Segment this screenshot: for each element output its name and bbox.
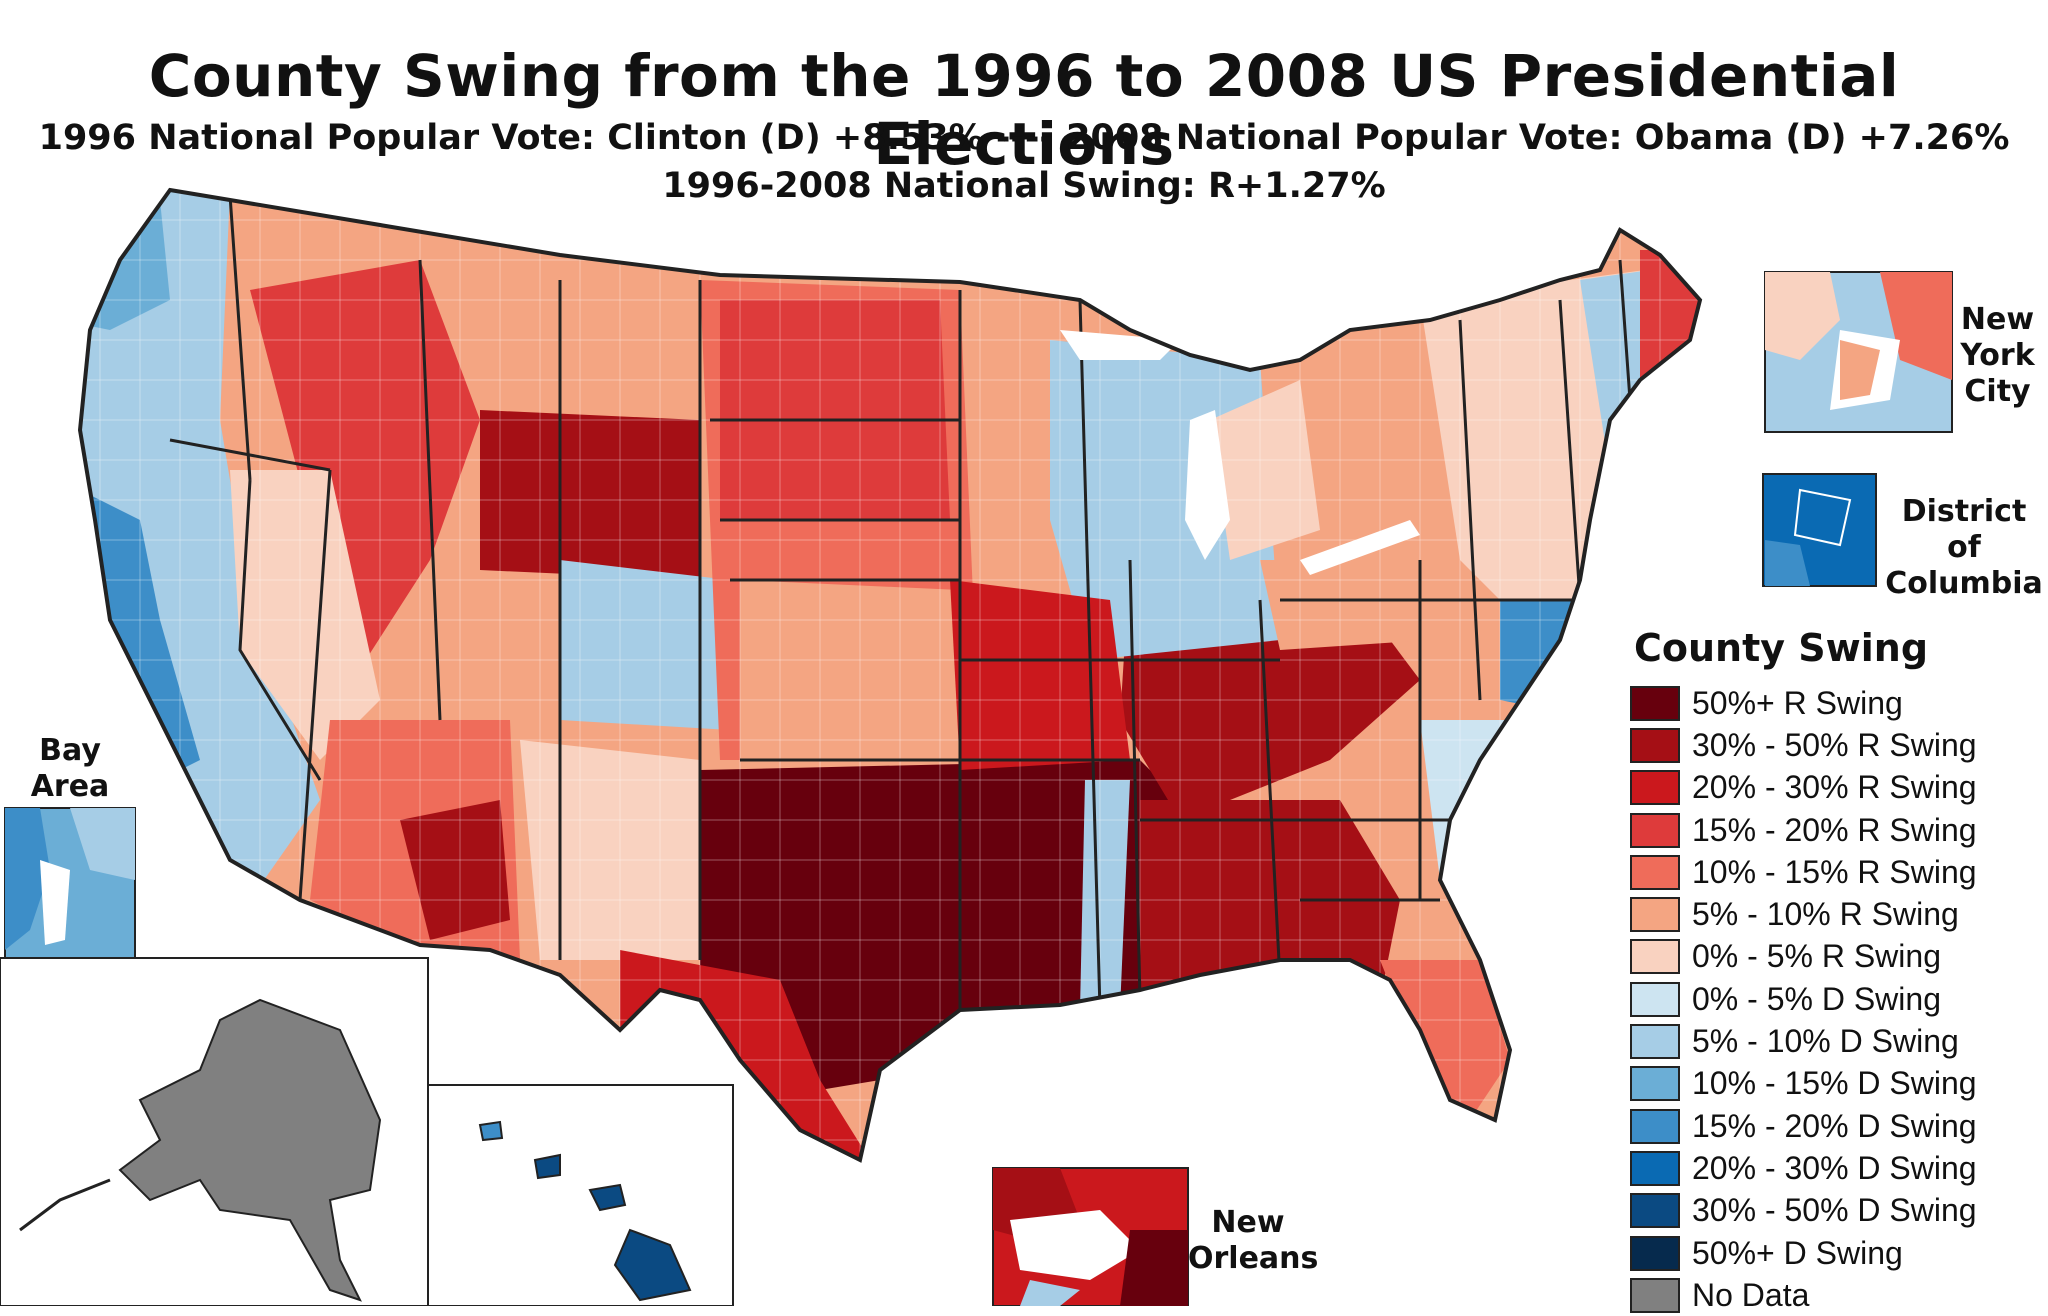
legend-item: 30% - 50% D Swing xyxy=(1630,1190,1977,1232)
legend-label: 50%+ D Swing xyxy=(1692,1234,1903,1271)
hawaii-maui xyxy=(588,1183,627,1212)
legend-swatch xyxy=(1630,770,1680,806)
legend-swatch xyxy=(1630,685,1680,721)
legend-swatch xyxy=(1630,1235,1680,1271)
hawaii-kauai xyxy=(478,1120,504,1142)
legend-item: 20% - 30% R Swing xyxy=(1630,767,1977,809)
legend-swatch xyxy=(1630,727,1680,763)
legend-label: 20% - 30% D Swing xyxy=(1692,1149,1977,1186)
new-york-label: New York City xyxy=(1960,302,2035,409)
indiana-ohio-region xyxy=(1260,560,1430,650)
legend-label: 50%+ R Swing xyxy=(1692,684,1903,721)
legend-item: No Data xyxy=(1630,1274,1977,1316)
alaska-inset xyxy=(0,957,429,1306)
map-title: County Swing from the 1996 to 2008 US Pr… xyxy=(148,42,1900,178)
kansas-region xyxy=(740,580,960,760)
bay-area-inset xyxy=(4,807,136,959)
arizona-east-region xyxy=(400,800,510,940)
alaska-shape xyxy=(118,998,382,1302)
legend-item: 30% - 50% R Swing xyxy=(1630,724,1977,766)
wyoming-region xyxy=(480,410,700,580)
legend-label: No Data xyxy=(1692,1276,1810,1313)
legend-label: 5% - 10% R Swing xyxy=(1692,896,1959,933)
missouri-region xyxy=(950,580,1130,770)
michigan-region xyxy=(1210,380,1320,560)
florida-region xyxy=(1380,960,1510,1120)
colorado-region xyxy=(560,560,730,730)
legend-item: 50%+ D Swing xyxy=(1630,1232,1977,1274)
legend-label: 30% - 50% D Swing xyxy=(1692,1192,1977,1229)
nevada-region xyxy=(230,470,380,760)
new-mexico-region xyxy=(520,740,710,960)
legend-label: 10% - 15% D Swing xyxy=(1692,1065,1977,1102)
lake-erie xyxy=(1300,520,1420,575)
legend-label: 15% - 20% R Swing xyxy=(1692,811,1977,848)
legend: County Swing 50%+ R Swing 30% - 50% R Swi… xyxy=(1630,626,1977,1316)
us-outline xyxy=(77,187,1703,1163)
new-orleans-inset xyxy=(992,1167,1189,1306)
hawaii-inset xyxy=(427,1084,734,1306)
legend-item: 5% - 10% R Swing xyxy=(1630,893,1977,935)
mississippi-delta-region xyxy=(1080,780,1130,1010)
legend-swatch xyxy=(1630,1024,1680,1060)
dakotas-region xyxy=(720,300,950,520)
legend-swatch xyxy=(1630,897,1680,933)
carolina-coast-region xyxy=(1420,720,1600,880)
hawaii-big-island xyxy=(613,1228,692,1302)
legend-swatch xyxy=(1630,1108,1680,1144)
legend-item: 0% - 5% D Swing xyxy=(1630,978,1977,1020)
legend-label: 30% - 50% R Swing xyxy=(1692,726,1977,763)
legend-title: County Swing xyxy=(1634,626,1929,670)
legend-item: 20% - 30% D Swing xyxy=(1630,1147,1977,1189)
legend-item: 0% - 5% R Swing xyxy=(1630,936,1977,978)
legend-swatch xyxy=(1630,1277,1680,1313)
legend-item: 10% - 15% D Swing xyxy=(1630,1063,1977,1105)
new-york-inset xyxy=(1764,271,1953,433)
legend-item: 50%+ R Swing xyxy=(1630,682,1977,724)
legend-swatch xyxy=(1630,812,1680,848)
legend-item: 5% - 10% D Swing xyxy=(1630,1020,1977,1062)
new-orleans-label: New Orleans xyxy=(1188,1205,1319,1276)
legend-label: 5% - 10% D Swing xyxy=(1692,1023,1959,1060)
legend-swatch xyxy=(1630,939,1680,975)
lake-michigan xyxy=(1185,410,1230,560)
subtitle-popular-vote: 1996 National Popular Vote: Clinton (D) … xyxy=(38,118,2010,158)
dc-label: District of Columbia xyxy=(1885,494,2043,601)
legend-label: 20% - 30% R Swing xyxy=(1692,769,1977,806)
subtitle-national-swing: 1996-2008 National Swing: R+1.27% xyxy=(662,166,1386,206)
maine-region xyxy=(1640,250,1700,380)
legend-swatch xyxy=(1630,1193,1680,1229)
legend-swatch xyxy=(1630,854,1680,890)
legend-item: 15% - 20% R Swing xyxy=(1630,809,1977,851)
legend-label: 10% - 15% R Swing xyxy=(1692,853,1977,890)
legend-label: 0% - 5% D Swing xyxy=(1692,980,1941,1017)
legend-swatch xyxy=(1630,1066,1680,1102)
dc-inset xyxy=(1762,473,1877,587)
legend-label: 15% - 20% D Swing xyxy=(1692,1107,1977,1144)
bay-area-label: Bay Area xyxy=(30,733,110,804)
legend-item: 15% - 20% D Swing xyxy=(1630,1105,1977,1147)
legend-label: 0% - 5% R Swing xyxy=(1692,938,1941,975)
legend-swatch xyxy=(1630,1150,1680,1186)
deep-south-region xyxy=(1140,800,1400,1000)
legend-items: 50%+ R Swing 30% - 50% R Swing 20% - 30% R… xyxy=(1630,682,1977,1316)
hawaii-oahu xyxy=(533,1153,561,1180)
legend-swatch xyxy=(1630,981,1680,1017)
legend-item: 10% - 15% R Swing xyxy=(1630,851,1977,893)
